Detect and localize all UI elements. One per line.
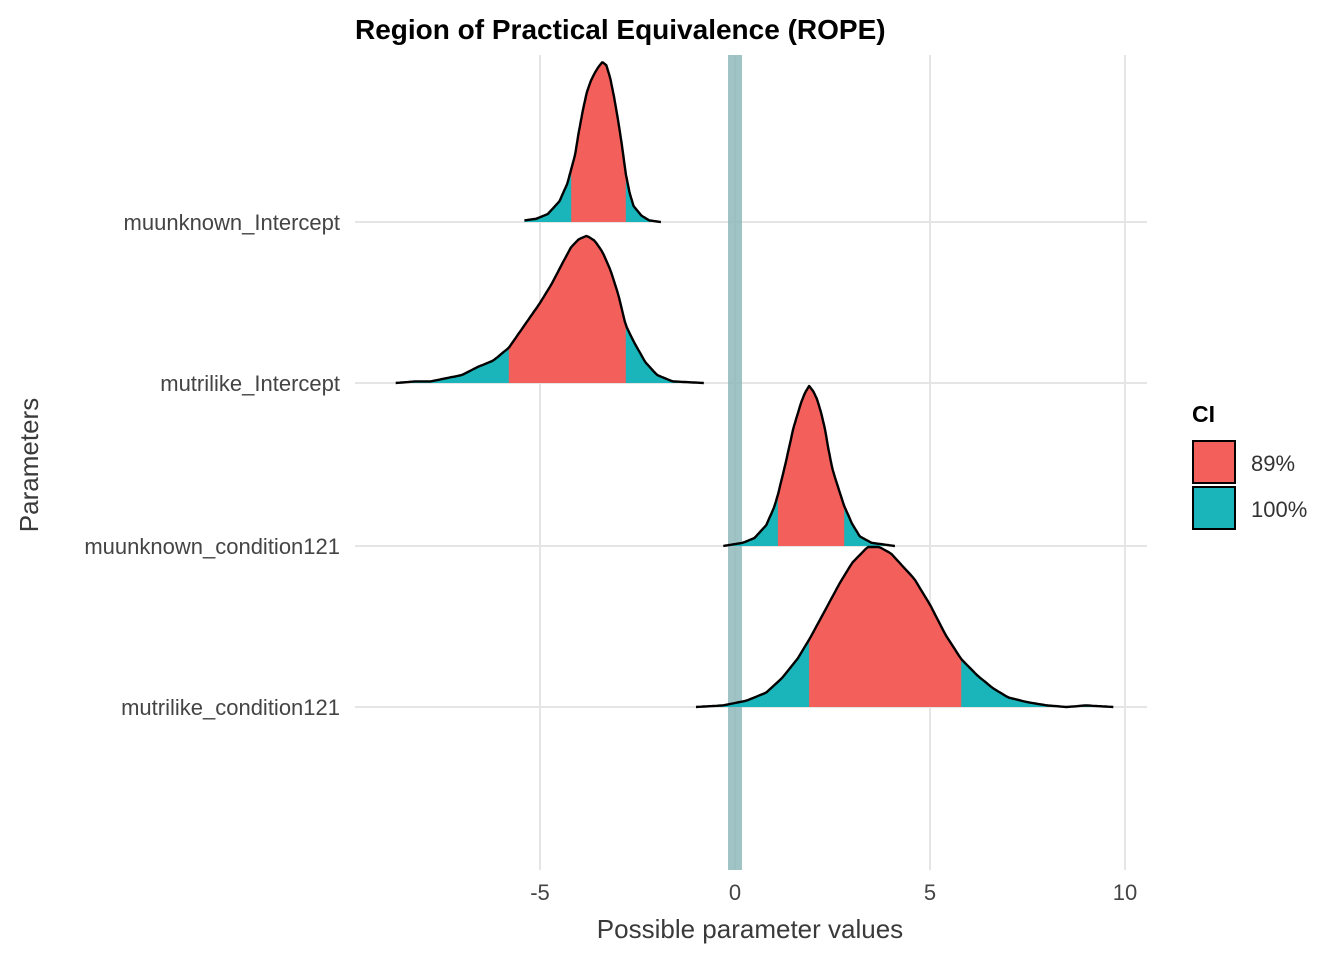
ridge-muunknown_Intercept xyxy=(524,61,662,224)
x-tick-label: 10 xyxy=(1113,880,1137,905)
x-tick-label: 0 xyxy=(729,880,741,905)
chart-title: Region of Practical Equivalence (ROPE) xyxy=(355,14,886,45)
ridge-muunknown_condition121 xyxy=(723,384,896,548)
y-tick-label: mutrilike_condition121 xyxy=(121,695,340,720)
grid-lines xyxy=(355,55,1147,870)
legend-label-100: 100% xyxy=(1251,497,1307,522)
ci89-area xyxy=(571,62,626,223)
rope-rect xyxy=(727,55,743,870)
legend-swatch-89 xyxy=(1192,440,1236,484)
x-axis-title: Possible parameter values xyxy=(597,914,903,944)
ci89-area xyxy=(508,236,626,383)
legend: CI 89% 100% xyxy=(1192,401,1307,530)
y-tick-label: muunknown_condition121 xyxy=(84,534,340,559)
legend-title: CI xyxy=(1192,401,1215,427)
ci89-area xyxy=(777,386,845,546)
density-outline xyxy=(395,234,704,385)
rope-band xyxy=(727,55,743,870)
x-tick-label: 5 xyxy=(924,880,936,905)
x-tick-label: -5 xyxy=(530,880,550,905)
y-axis-title: Parameters xyxy=(14,398,44,532)
y-axis-ticks: muunknown_Intercept mutrilike_Interceptmu… xyxy=(84,210,340,720)
density-outline xyxy=(524,61,662,224)
density-ridges xyxy=(395,61,1114,709)
ridge-mutrilike_condition121 xyxy=(695,545,1114,709)
legend-swatch-100 xyxy=(1192,486,1236,530)
y-tick-label: muunknown_Intercept xyxy=(124,210,340,235)
x-axis-ticks: -5 0 5 10 xyxy=(530,880,1137,905)
y-tick-label: mutrilike_Intercept xyxy=(160,371,340,396)
density-outline xyxy=(695,545,1114,709)
ridge-mutrilike_Intercept xyxy=(395,234,704,385)
ci89-area xyxy=(809,547,962,707)
density-outline xyxy=(723,384,896,548)
legend-label-89: 89% xyxy=(1251,451,1295,476)
